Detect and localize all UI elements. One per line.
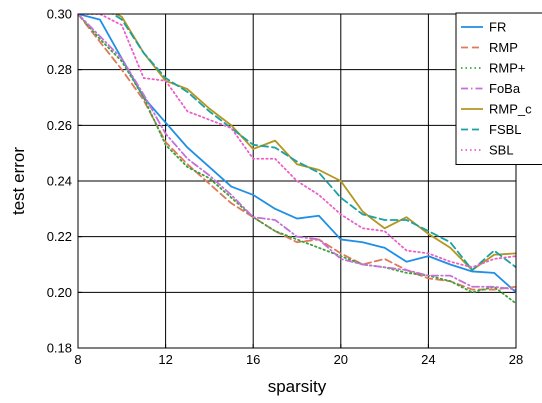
legend-label: RMP_c: [489, 102, 532, 117]
x-tick-label: 24: [421, 352, 435, 367]
y-tick-label: 0.24: [47, 174, 72, 189]
legend-label: FSBL: [489, 122, 522, 137]
legend-label: FR: [489, 20, 506, 35]
y-tick-label: 0.18: [47, 341, 72, 356]
legend-label: RMP+: [489, 61, 525, 76]
series-line-sbl: [78, 14, 516, 269]
series-line-foba: [78, 14, 516, 291]
axis-ticks: 8 12 16 20 24 28 0.18 0.20 0.22 0.24 0.26 0.28 0.30: [47, 7, 524, 368]
legend-label: RMP: [489, 40, 518, 55]
y-tick-label: 0.26: [47, 118, 72, 133]
series-line-rmp-: [78, 14, 516, 305]
y-axis-label: test error: [9, 147, 28, 215]
series-lines: [78, 14, 516, 305]
x-tick-label: 12: [158, 352, 172, 367]
series-line-fr: [78, 14, 516, 294]
legend: FR RMP RMP+ FoBa RMP_c FSBL SBL: [455, 12, 542, 165]
x-axis-label: sparsity: [268, 377, 327, 396]
series-line-fsbl: [111, 14, 516, 271]
x-tick-label: 28: [509, 352, 523, 367]
x-tick-label: 8: [74, 352, 81, 367]
series-line-rmp: [78, 14, 516, 291]
x-tick-label: 20: [334, 352, 348, 367]
legend-label: SBL: [489, 143, 514, 158]
legend-box: [455, 12, 542, 165]
y-tick-label: 0.30: [47, 7, 72, 22]
y-tick-label: 0.28: [47, 62, 72, 77]
legend-label: FoBa: [489, 81, 521, 96]
y-tick-label: 0.22: [47, 229, 72, 244]
y-tick-label: 0.20: [47, 285, 72, 300]
x-tick-label: 16: [246, 352, 260, 367]
series-line-rmp-c: [114, 14, 516, 271]
